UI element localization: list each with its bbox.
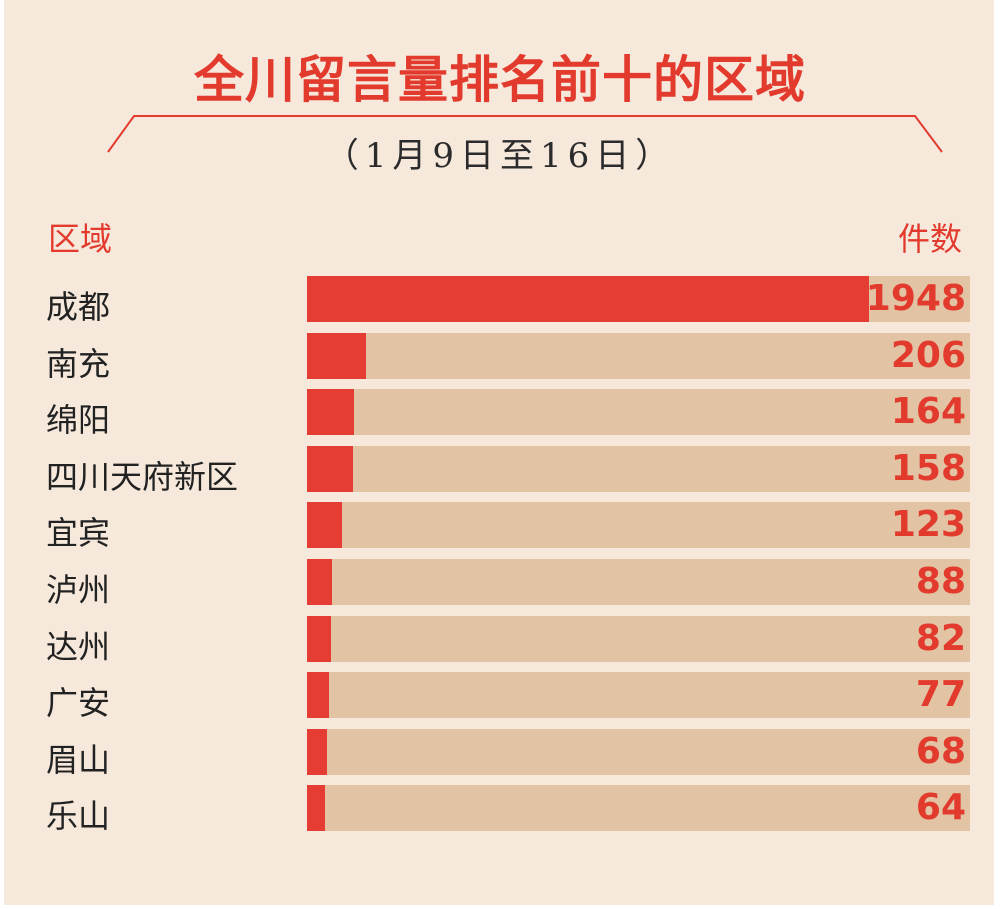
value-label: 88 xyxy=(915,561,966,602)
bar xyxy=(307,559,333,605)
bar xyxy=(307,672,330,719)
bar-row: 绵阳 164 xyxy=(0,389,1000,439)
bar-track xyxy=(307,615,970,662)
bar-track xyxy=(307,672,970,719)
category-label: 乐山 xyxy=(46,797,111,836)
value-label: 64 xyxy=(915,787,966,829)
bar-track xyxy=(307,332,970,379)
bar-track xyxy=(307,728,970,775)
value-label: 158 xyxy=(890,447,966,489)
value-label: 123 xyxy=(890,504,966,546)
bar-row: 南充 206 xyxy=(0,332,1000,383)
bar-row: 宜宾 123 xyxy=(0,502,1000,552)
bar-track xyxy=(307,785,970,832)
bar-row: 成都 1948 xyxy=(0,276,1000,326)
bar xyxy=(307,445,353,492)
bar-row: 广安 77 xyxy=(0,672,1000,722)
title-bracket xyxy=(107,115,943,153)
category-label: 宜宾 xyxy=(46,514,111,553)
bar-row: 眉山 68 xyxy=(0,728,1000,779)
bar xyxy=(307,615,331,662)
bar-row: 泸州 88 xyxy=(0,559,1000,609)
category-label: 达州 xyxy=(46,627,111,666)
chart-subtitle: （1月9日至16日） xyxy=(324,136,676,176)
category-label: 四川天府新区 xyxy=(46,457,239,496)
bar-row: 四川天府新区 158 xyxy=(0,445,1000,496)
category-label: 绵阳 xyxy=(46,401,111,440)
value-label: 164 xyxy=(890,391,966,433)
bar xyxy=(307,785,326,832)
bar xyxy=(307,276,869,322)
value-label: 68 xyxy=(915,730,966,772)
bar-row: 乐山 64 xyxy=(0,785,1000,835)
category-label: 南充 xyxy=(46,344,111,383)
column-header-count: 件数 xyxy=(897,220,962,258)
category-label: 眉山 xyxy=(46,740,111,779)
bar-track xyxy=(307,502,970,549)
value-label: 82 xyxy=(915,617,966,659)
category-label: 广安 xyxy=(46,684,111,723)
chart-title: 全川留言量排名前十的区域 xyxy=(194,51,806,109)
bar-row: 达州 82 xyxy=(0,615,1000,666)
value-label: 77 xyxy=(915,674,966,716)
category-label: 成都 xyxy=(46,288,111,326)
bar-track xyxy=(307,559,970,605)
value-label: 1948 xyxy=(865,278,966,319)
bar-track xyxy=(307,389,970,436)
bar xyxy=(307,502,343,549)
column-header-region: 区域 xyxy=(48,220,113,258)
value-label: 206 xyxy=(890,334,966,376)
category-label: 泸州 xyxy=(46,571,111,609)
bar-track xyxy=(307,445,970,492)
bar xyxy=(307,389,355,436)
bar xyxy=(307,728,327,775)
bar xyxy=(307,332,367,379)
